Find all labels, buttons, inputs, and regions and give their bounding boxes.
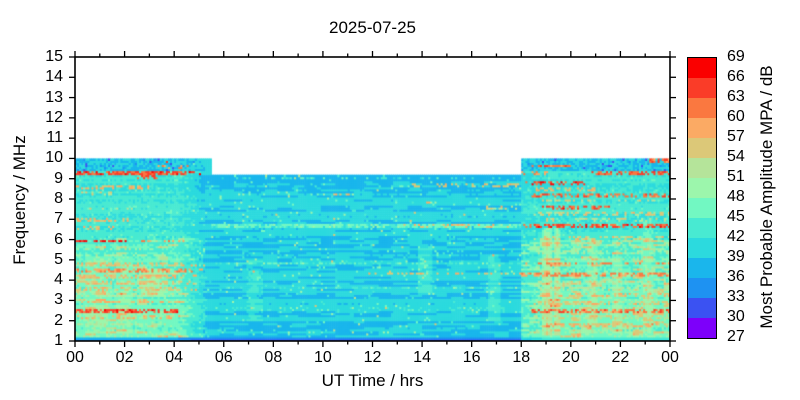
x-tick-label: 04: [165, 349, 184, 366]
x-tick-label: 02: [115, 349, 134, 366]
colorbar-tick-label: 54: [727, 148, 745, 165]
colorbar-tick-label: 51: [727, 168, 745, 185]
x-axis-label: UT Time / hrs: [321, 371, 424, 390]
colorbar-tick-label: 39: [727, 248, 745, 265]
y-tick-label: 8: [54, 190, 63, 207]
colorbar-tick-label: 33: [727, 288, 745, 305]
x-tick-label: 22: [611, 349, 630, 366]
x-tick-label: 00: [661, 349, 679, 366]
y-axis-label: Frequency / MHz: [10, 135, 29, 265]
colorbar-tick-label: 60: [727, 108, 745, 125]
y-tick-label: 6: [54, 230, 63, 248]
y-tick-label: 11: [46, 129, 63, 147]
colorbar-block: [688, 98, 716, 118]
colorbar-block: [688, 58, 716, 78]
colorbar-tick-label: 57: [727, 128, 745, 145]
colorbar-block: [688, 258, 716, 278]
colorbar-tick-label: 63: [727, 88, 745, 105]
y-tick-label: 2: [54, 311, 63, 329]
colorbar-tick-label: 45: [727, 208, 745, 225]
y-tick-label: 7: [54, 210, 63, 228]
colorbar-tick-label: 36: [727, 268, 745, 285]
colorbar-tick-label: 48: [727, 188, 745, 205]
x-tick-label: 06: [214, 349, 233, 366]
colorbar-block: [688, 118, 716, 138]
x-tick-label: 16: [462, 349, 481, 366]
colorbar-block: [688, 78, 716, 98]
x-tick-label: 18: [512, 349, 531, 366]
x-tick-label: 00: [66, 349, 84, 366]
colorbar-tick-label: 27: [727, 328, 745, 345]
x-ticks: [74, 51, 671, 347]
colorbar-block: [688, 238, 716, 258]
colorbar-block: [688, 218, 716, 238]
chart-title: 2025-07-25: [329, 18, 416, 37]
y-tick-label: 10: [45, 149, 63, 167]
colorbar-block: [688, 158, 716, 178]
colorbar-block: [688, 138, 716, 158]
y-tick-label: 3: [54, 291, 63, 309]
y-tick-label: 12: [45, 108, 63, 126]
y-tick-label: 5: [54, 250, 63, 268]
spectrogram-heatmap: [75, 57, 670, 341]
x-tick-label: 08: [264, 349, 283, 366]
y-tick-label: 1: [54, 332, 63, 349]
colorbar-tick-label: 66: [727, 68, 745, 85]
colorbar-block: [688, 318, 716, 338]
colorbar-block: [688, 298, 716, 318]
x-tick-label: 12: [363, 349, 382, 366]
plot-frame: [74, 56, 671, 342]
colorbar-tick-label: 69: [727, 48, 745, 65]
x-tick-label: 14: [413, 349, 431, 366]
colorbar: [687, 57, 717, 339]
y-tick-label: 15: [45, 48, 63, 65]
y-tick-label: 13: [45, 88, 63, 106]
x-tick-label: 20: [561, 349, 580, 366]
colorbar-tick-label: 30: [727, 308, 745, 325]
colorbar-block: [688, 278, 716, 298]
x-tick-label: 10: [314, 349, 332, 366]
y-tick-label: 14: [45, 68, 63, 86]
colorbar-block: [688, 178, 716, 198]
colorbar-block: [688, 198, 716, 218]
colorbar-tick-label: 42: [727, 228, 745, 245]
y-ticks: [69, 56, 676, 342]
colorbar-axis-label: Most Probable Amplitude MPA / dB: [757, 65, 776, 329]
y-tick-label: 4: [54, 271, 63, 289]
y-tick-label: 9: [54, 169, 63, 187]
